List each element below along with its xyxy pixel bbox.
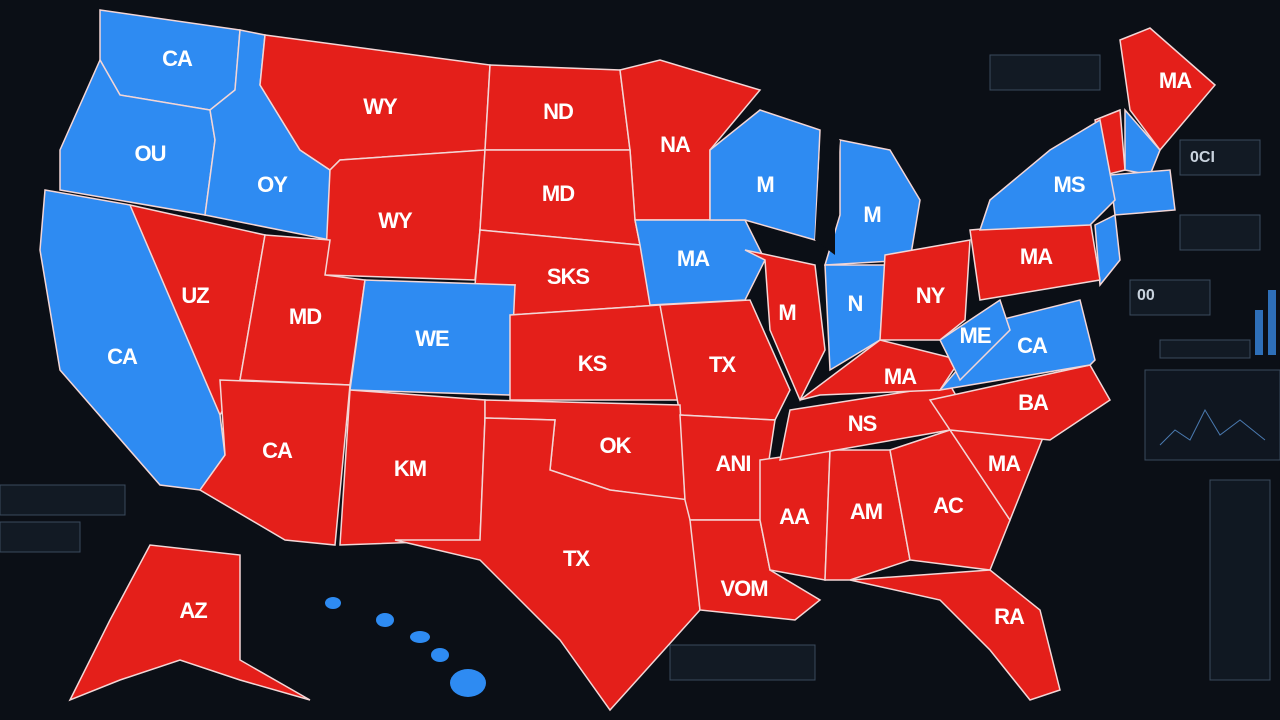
island bbox=[376, 613, 394, 627]
region-label: MD bbox=[542, 181, 574, 206]
region-label: MA bbox=[1159, 68, 1192, 93]
region-label: BA bbox=[1018, 390, 1049, 415]
region-label: AC bbox=[933, 493, 964, 518]
region bbox=[879, 239, 971, 341]
region bbox=[889, 429, 1011, 571]
region-label: WY bbox=[363, 94, 398, 119]
region bbox=[799, 339, 962, 401]
panel-label: 0CI bbox=[1190, 149, 1215, 166]
region-label: M bbox=[778, 300, 795, 325]
region-label: UZ bbox=[181, 283, 209, 308]
region bbox=[928, 364, 1111, 441]
region bbox=[849, 569, 1061, 701]
island bbox=[450, 669, 486, 697]
regions bbox=[39, 9, 1217, 712]
region-label: M bbox=[756, 172, 773, 197]
region-label: TX bbox=[709, 352, 736, 377]
region bbox=[978, 118, 1116, 231]
region-label: ANI bbox=[716, 451, 751, 476]
region-label: ND bbox=[543, 99, 573, 124]
region-label: KM bbox=[394, 456, 426, 481]
region-label: AZ bbox=[179, 598, 207, 623]
region bbox=[824, 449, 911, 581]
region-label: CA bbox=[1017, 333, 1048, 358]
region bbox=[1094, 213, 1121, 287]
region-label: TX bbox=[563, 546, 590, 571]
region-label: OK bbox=[600, 433, 632, 458]
region bbox=[198, 379, 351, 546]
island bbox=[431, 648, 449, 662]
region bbox=[659, 299, 791, 421]
region bbox=[68, 544, 311, 702]
region-label: M bbox=[863, 202, 880, 227]
island bbox=[325, 597, 341, 609]
region-label: RA bbox=[994, 604, 1025, 629]
region-label: MS bbox=[1054, 172, 1085, 197]
region-label: WE bbox=[415, 326, 449, 351]
region-label: KS bbox=[578, 351, 607, 376]
region-label: NA bbox=[660, 132, 691, 157]
region-label: MA bbox=[988, 451, 1021, 476]
region-label: OY bbox=[257, 172, 288, 197]
region-label: CA bbox=[162, 46, 193, 71]
region-label: AM bbox=[850, 499, 882, 524]
region-label: ME bbox=[960, 323, 991, 348]
region-label: SKS bbox=[547, 264, 590, 289]
region-label: NY bbox=[916, 283, 946, 308]
region-label: MD bbox=[289, 304, 321, 329]
lake bbox=[815, 140, 840, 255]
side-panel bbox=[0, 54, 1280, 681]
region-label: NS bbox=[848, 411, 877, 436]
region bbox=[939, 298, 1011, 382]
region bbox=[1109, 169, 1176, 216]
region-label: MA bbox=[884, 364, 917, 389]
region bbox=[1119, 27, 1217, 152]
island bbox=[410, 631, 430, 643]
panel-label: 00 bbox=[1137, 287, 1155, 304]
region-label: VOM bbox=[720, 576, 767, 601]
region-label: N bbox=[848, 291, 863, 316]
region-label: OU bbox=[135, 141, 166, 166]
region-label: AA bbox=[779, 504, 810, 529]
region bbox=[394, 417, 701, 712]
region-label: CA bbox=[262, 438, 293, 463]
region-label: MA bbox=[677, 246, 710, 271]
region-label: WY bbox=[378, 208, 413, 233]
region-label: CA bbox=[107, 344, 138, 369]
region-label: MA bbox=[1020, 244, 1053, 269]
